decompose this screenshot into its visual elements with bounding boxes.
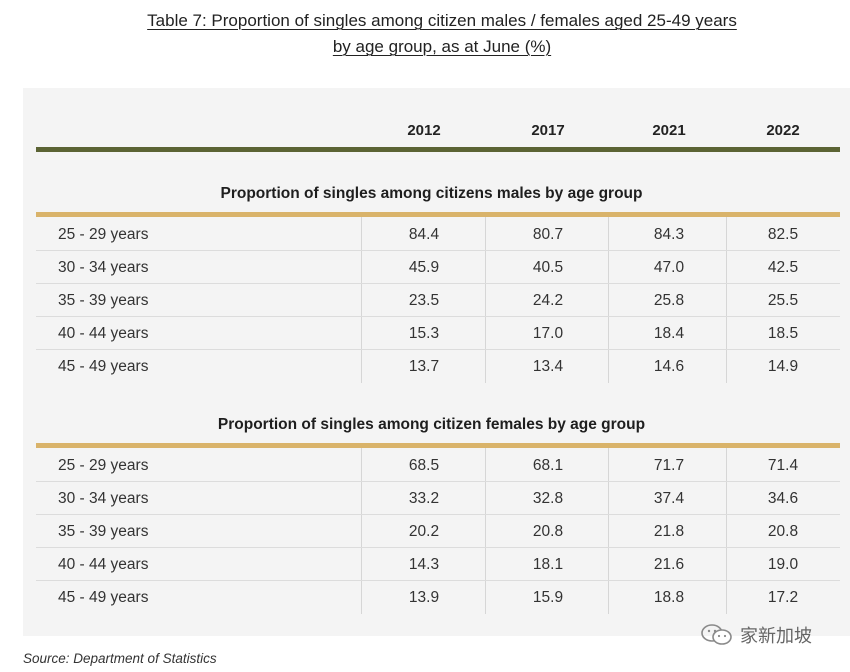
table-cell: 34.6 bbox=[767, 490, 799, 507]
section-rule-males bbox=[36, 212, 840, 217]
table-cell: 15.3 bbox=[408, 325, 440, 342]
column-divider bbox=[726, 448, 727, 614]
column-header-2012: 2012 bbox=[407, 122, 441, 139]
table-cell: 84.3 bbox=[653, 226, 685, 243]
row-divider bbox=[36, 316, 840, 317]
table-cell: 14.6 bbox=[653, 358, 685, 375]
table-cell: 42.5 bbox=[767, 259, 799, 276]
table-cell: 24.2 bbox=[532, 292, 564, 309]
row-divider bbox=[36, 580, 840, 581]
table-cell: 13.4 bbox=[532, 358, 564, 375]
table-cell: 68.5 bbox=[408, 457, 440, 474]
row-divider bbox=[36, 514, 840, 515]
table-cell: 40.5 bbox=[532, 259, 564, 276]
row-label: 40 - 44 years bbox=[58, 325, 149, 342]
section-rule-females bbox=[36, 443, 840, 448]
table-title: Table 7: Proportion of singles among cit… bbox=[0, 8, 850, 60]
table-cell: 20.8 bbox=[532, 523, 564, 540]
row-divider bbox=[36, 349, 840, 350]
row-divider bbox=[36, 547, 840, 548]
table-cell: 17.0 bbox=[532, 325, 564, 342]
table-cell: 14.3 bbox=[408, 556, 440, 573]
table-cell: 20.8 bbox=[767, 523, 799, 540]
table-panel bbox=[23, 88, 850, 636]
table-cell: 71.7 bbox=[653, 457, 685, 474]
column-divider bbox=[361, 217, 362, 383]
table-cell: 20.2 bbox=[408, 523, 440, 540]
column-header-2017: 2017 bbox=[531, 122, 565, 139]
table-cell: 47.0 bbox=[653, 259, 685, 276]
source-note: Source: Department of Statistics bbox=[23, 651, 217, 666]
column-divider bbox=[608, 217, 609, 383]
row-label: 25 - 29 years bbox=[58, 226, 149, 243]
table-cell: 21.8 bbox=[653, 523, 685, 540]
table-cell: 19.0 bbox=[767, 556, 799, 573]
table-cell: 32.8 bbox=[532, 490, 564, 507]
section-heading-females: Proportion of singles among citizen fema… bbox=[217, 416, 646, 433]
table-cell: 68.1 bbox=[532, 457, 564, 474]
row-label: 25 - 29 years bbox=[58, 457, 149, 474]
table-title-line1: Table 7: Proportion of singles among cit… bbox=[147, 11, 737, 30]
table-cell: 13.7 bbox=[408, 358, 440, 375]
column-divider bbox=[361, 448, 362, 614]
table-title-line2: by age group, as at June (%) bbox=[332, 37, 552, 56]
row-divider bbox=[36, 481, 840, 482]
table-cell: 71.4 bbox=[767, 457, 799, 474]
table-cell: 45.9 bbox=[408, 259, 440, 276]
table-cell: 25.5 bbox=[767, 292, 799, 309]
wechat-watermark: 家新加坡 bbox=[700, 622, 812, 648]
column-divider bbox=[485, 448, 486, 614]
table-cell: 23.5 bbox=[408, 292, 440, 309]
table-cell: 33.2 bbox=[408, 490, 440, 507]
table-cell: 25.8 bbox=[653, 292, 685, 309]
section-heading-males: Proportion of singles among citizens mal… bbox=[220, 185, 643, 202]
table-cell: 13.9 bbox=[408, 589, 440, 606]
table-cell: 37.4 bbox=[653, 490, 685, 507]
table-cell: 82.5 bbox=[767, 226, 799, 243]
table-cell: 14.9 bbox=[767, 358, 799, 375]
table-cell: 18.4 bbox=[653, 325, 685, 342]
watermark-text: 家新加坡 bbox=[740, 626, 812, 646]
row-divider bbox=[36, 283, 840, 284]
header-rule bbox=[36, 147, 840, 152]
row-label: 45 - 49 years bbox=[58, 589, 149, 606]
table-cell: 80.7 bbox=[532, 226, 564, 243]
column-header-2022: 2022 bbox=[766, 122, 800, 139]
row-divider bbox=[36, 250, 840, 251]
column-divider bbox=[608, 448, 609, 614]
table-cell: 21.6 bbox=[653, 556, 685, 573]
wechat-icon bbox=[701, 624, 732, 645]
table-cell: 17.2 bbox=[767, 589, 799, 606]
row-label: 35 - 39 years bbox=[58, 523, 149, 540]
table-cell: 18.8 bbox=[653, 589, 685, 606]
row-label: 30 - 34 years bbox=[58, 259, 149, 276]
row-label: 40 - 44 years bbox=[58, 556, 149, 573]
row-label: 45 - 49 years bbox=[58, 358, 149, 375]
table-cell: 18.1 bbox=[532, 556, 564, 573]
row-label: 35 - 39 years bbox=[58, 292, 149, 309]
column-header-2021: 2021 bbox=[652, 122, 686, 139]
table-cell: 15.9 bbox=[532, 589, 564, 606]
table-cell: 18.5 bbox=[767, 325, 799, 342]
column-divider bbox=[726, 217, 727, 383]
table-cell: 84.4 bbox=[408, 226, 440, 243]
row-label: 30 - 34 years bbox=[58, 490, 149, 507]
column-divider bbox=[485, 217, 486, 383]
